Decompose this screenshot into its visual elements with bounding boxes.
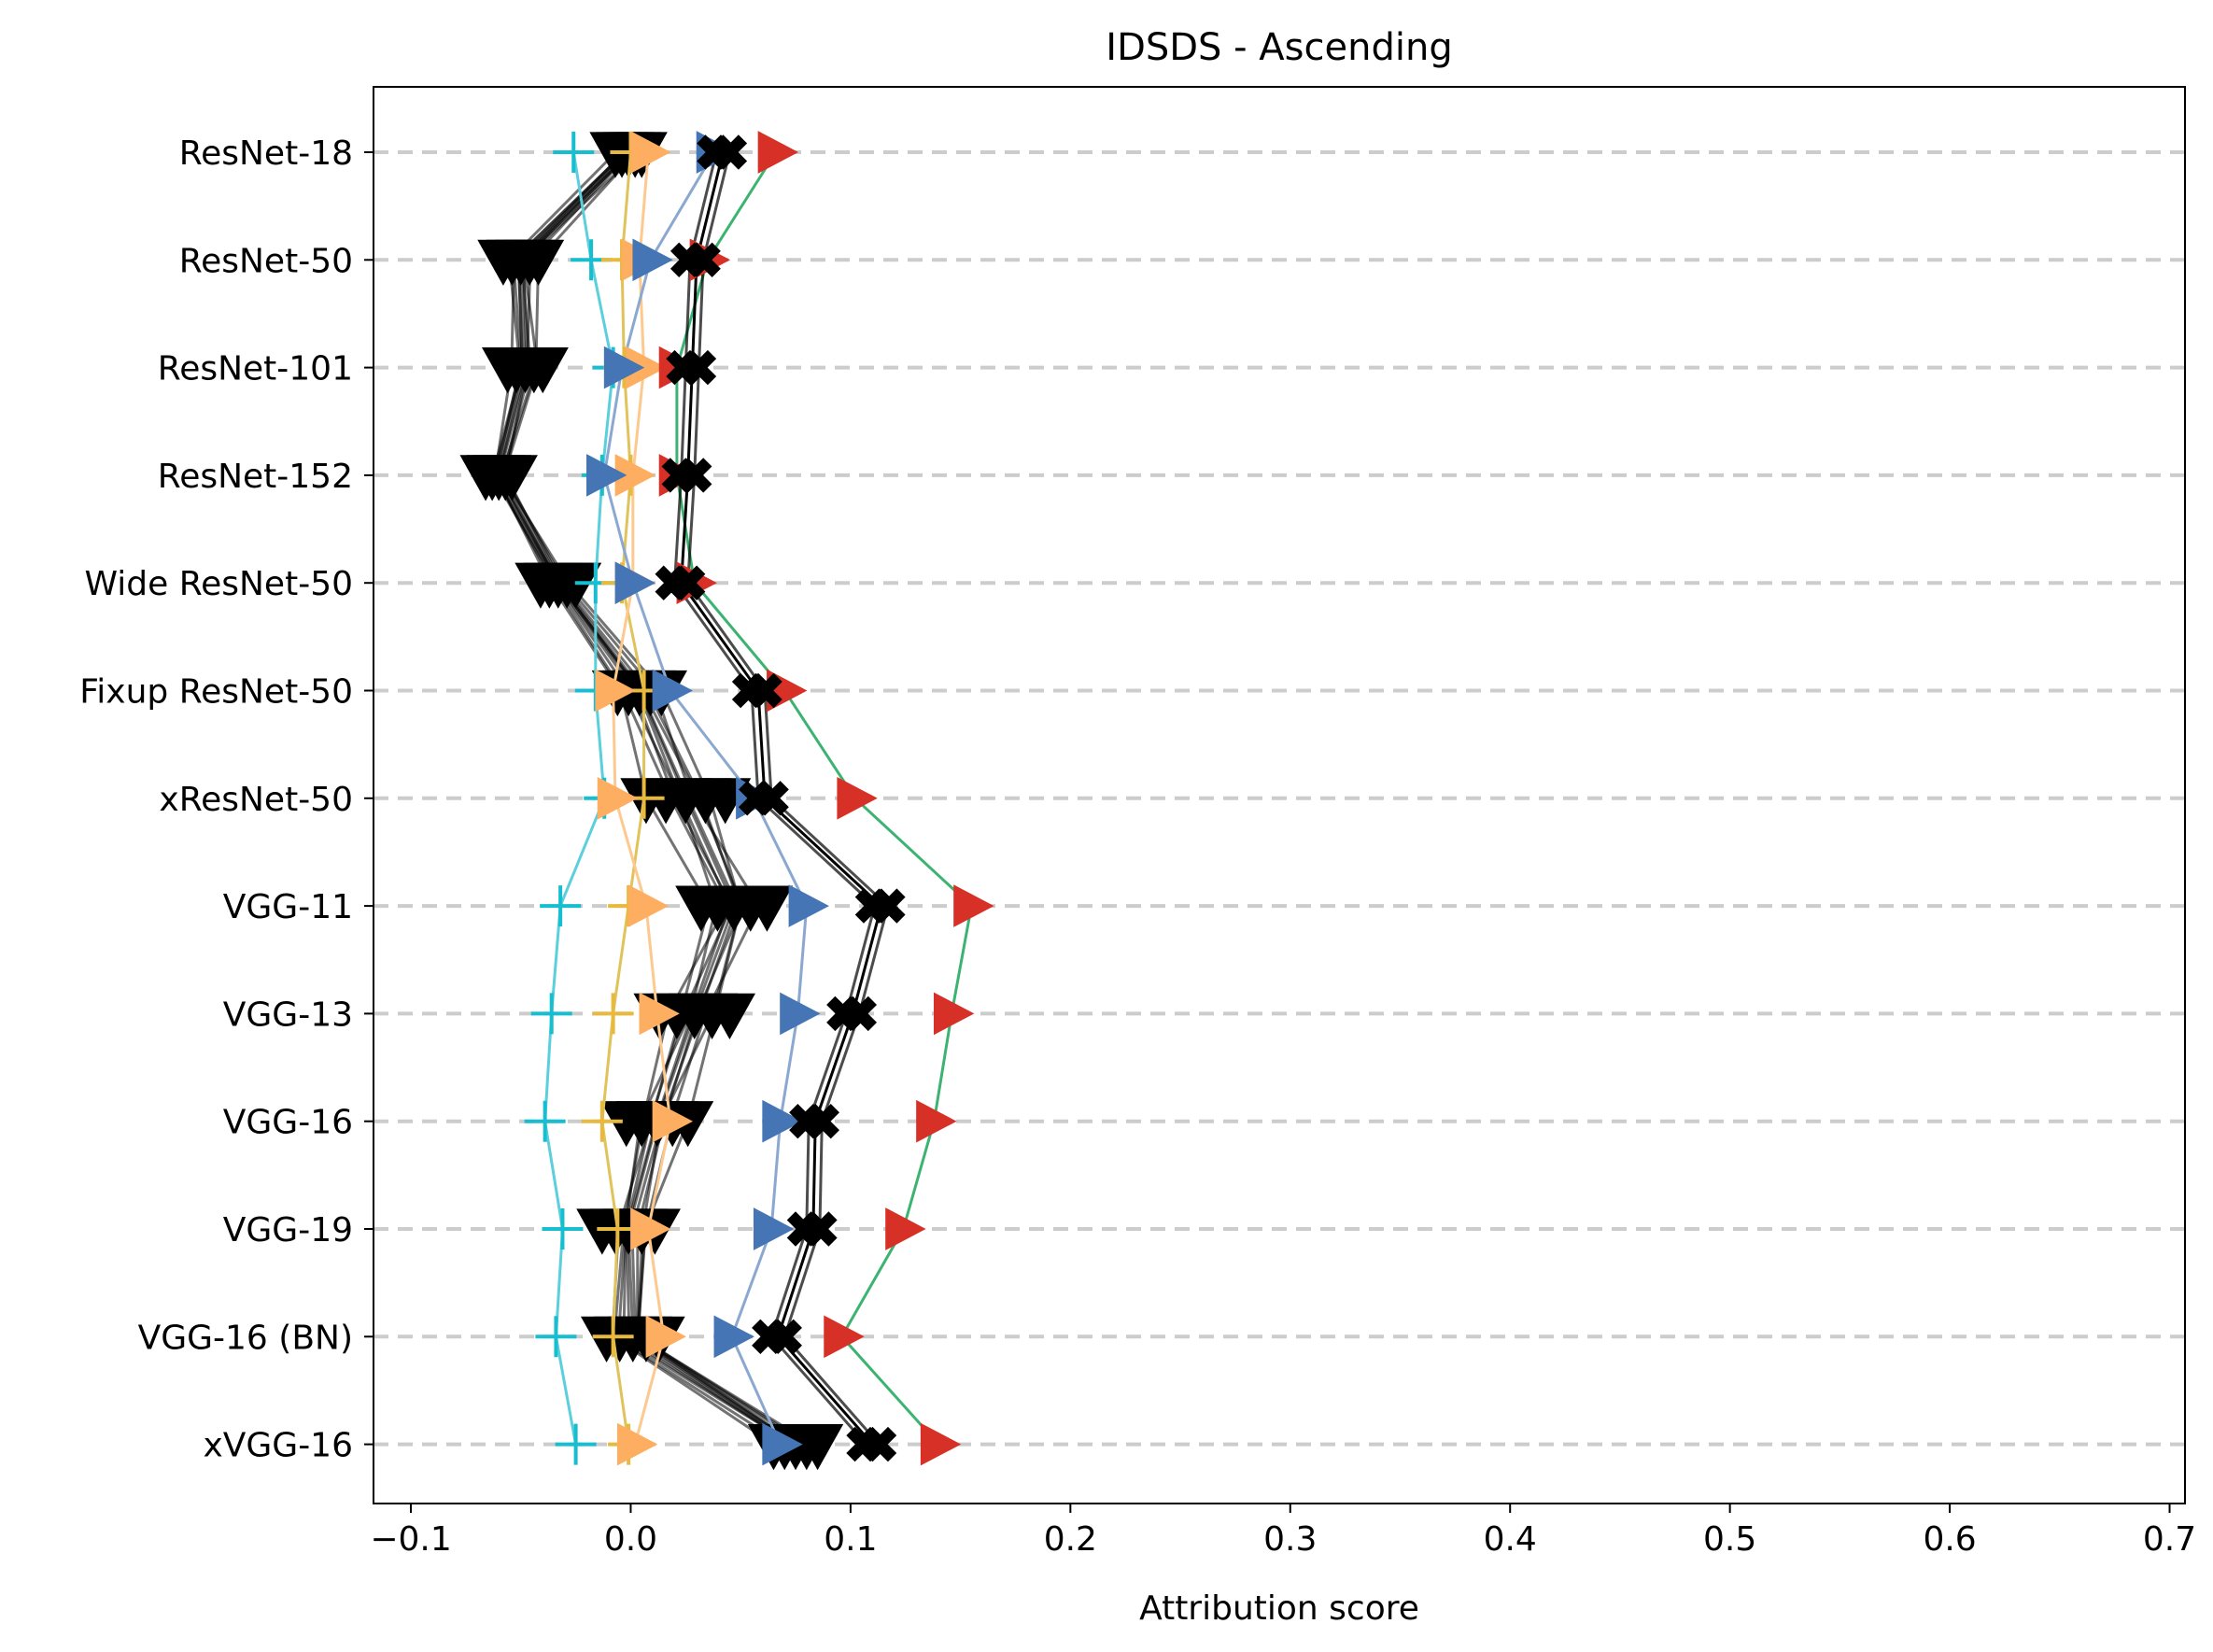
data-point [540, 885, 582, 927]
data-point [627, 884, 670, 927]
data-point [677, 458, 712, 493]
y-tick-label: xVGG-16 [203, 1427, 353, 1465]
data-point [747, 672, 782, 709]
data-point [586, 454, 627, 497]
data-point [713, 1315, 754, 1359]
y-tick-label: Fixup ResNet-50 [79, 673, 353, 712]
data-point [652, 669, 694, 713]
bundle-point [740, 885, 794, 932]
data-point [953, 884, 994, 927]
data-point [555, 1423, 597, 1465]
x-tick-label: 0.4 [1484, 1520, 1537, 1559]
data-point [685, 242, 721, 277]
data-point [870, 888, 906, 924]
data-point [762, 1422, 803, 1466]
x-tick-label: 0.1 [824, 1520, 877, 1559]
y-tick-label: xResNet-50 [159, 781, 353, 819]
data-point [802, 1211, 838, 1247]
data-point [837, 776, 878, 820]
data-point [645, 1315, 686, 1359]
bundle-point [550, 562, 602, 609]
data-point [603, 346, 645, 389]
data-point [712, 134, 748, 170]
y-tick-label: Wide ResNet-50 [84, 565, 353, 603]
y-tick-label: ResNet-152 [158, 458, 353, 496]
data-point [841, 995, 878, 1032]
data-point [581, 1100, 623, 1142]
data-point [632, 238, 673, 282]
x-tick-label: 0.3 [1263, 1520, 1317, 1559]
x-tick-label: −0.1 [370, 1520, 451, 1559]
data-point [542, 1208, 584, 1250]
data-point [861, 1426, 897, 1462]
data-point [804, 1104, 839, 1139]
data-point [595, 669, 636, 713]
data-point [592, 1316, 634, 1358]
bundle-point [703, 993, 756, 1039]
y-tick-label: ResNet-18 [179, 134, 353, 173]
data-point [780, 992, 821, 1036]
data-point [754, 781, 789, 816]
plot-frame [373, 86, 2186, 1504]
x-axis-label: Attribution score [1139, 1589, 1419, 1628]
data-point [630, 131, 671, 174]
data-point [753, 1207, 795, 1250]
data-point [670, 565, 706, 600]
x-tick-label: 0.5 [1703, 1520, 1756, 1559]
chart-title: IDSDS - Ascending [1106, 26, 1452, 69]
x-tick-label: 0.2 [1044, 1520, 1097, 1559]
x-tick-label: 0.6 [1923, 1520, 1976, 1559]
data-point [824, 1315, 865, 1359]
bundle-point [486, 455, 538, 501]
y-tick-label: ResNet-50 [179, 242, 353, 280]
axis-layer: ResNet-18 ResNet-50 ResNet-101 ResNet-152 Wi… [79, 134, 2196, 1559]
data-point [757, 131, 799, 174]
data-point [681, 349, 717, 386]
y-tick-label: VGG-16 [223, 1104, 353, 1142]
data-point [920, 1422, 962, 1466]
y-tick-label: VGG-16 (BN) [138, 1319, 353, 1357]
data-point [933, 992, 975, 1036]
data-point [630, 1207, 671, 1250]
data-point [788, 884, 829, 927]
x-tick-label: 0.0 [604, 1520, 657, 1559]
series-layer [524, 131, 994, 1466]
x-tick-label: 0.7 [2143, 1520, 2196, 1559]
y-tick-label: VGG-19 [223, 1211, 353, 1250]
data-point [767, 1319, 802, 1354]
y-tick-label: VGG-13 [223, 995, 353, 1034]
data-point [530, 993, 572, 1035]
data-point [616, 1422, 658, 1466]
data-point [916, 1099, 957, 1143]
data-point [885, 1207, 926, 1250]
data-point [592, 993, 634, 1035]
data-point [762, 1099, 803, 1143]
y-tick-label: ResNet-101 [158, 350, 353, 388]
data-point [524, 1100, 566, 1142]
y-tick-label: VGG-11 [223, 888, 353, 926]
data-point [614, 561, 655, 605]
bundle-point [512, 239, 565, 286]
data-point [597, 776, 639, 820]
bundle-point [516, 347, 569, 394]
bundle-point [791, 1424, 844, 1471]
data-point [535, 1316, 577, 1358]
data-point [553, 132, 595, 173]
data-point [639, 992, 680, 1036]
data-point [652, 1099, 694, 1143]
